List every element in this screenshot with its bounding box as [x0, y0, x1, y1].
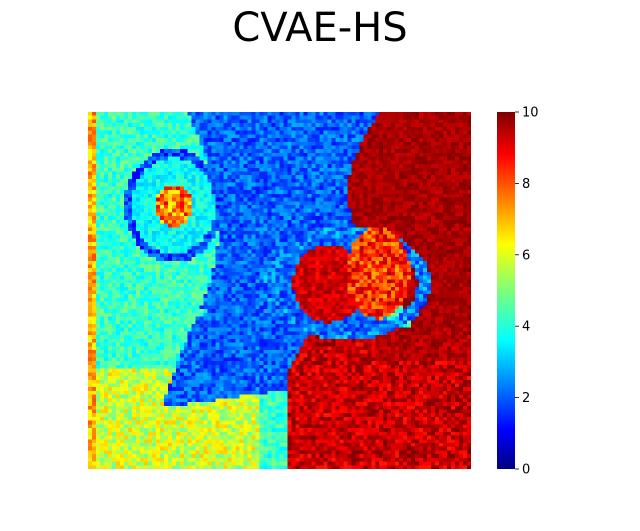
colorbar-tick-label: 2 [522, 391, 530, 406]
colorbar: 0 2 4 6 8 10 [497, 106, 539, 478]
chart-title: CVAE-HS [232, 5, 408, 51]
colorbar-tick-label: 6 [522, 248, 530, 263]
colorbar-tick-label: 0 [522, 463, 530, 478]
colorbar-tick-label: 10 [522, 106, 539, 121]
colorbar-gradient [497, 112, 515, 469]
colorbar-tick-label: 4 [522, 320, 530, 335]
colorbar-tick-label: 8 [522, 177, 530, 192]
heatmap-plot [88, 112, 471, 469]
